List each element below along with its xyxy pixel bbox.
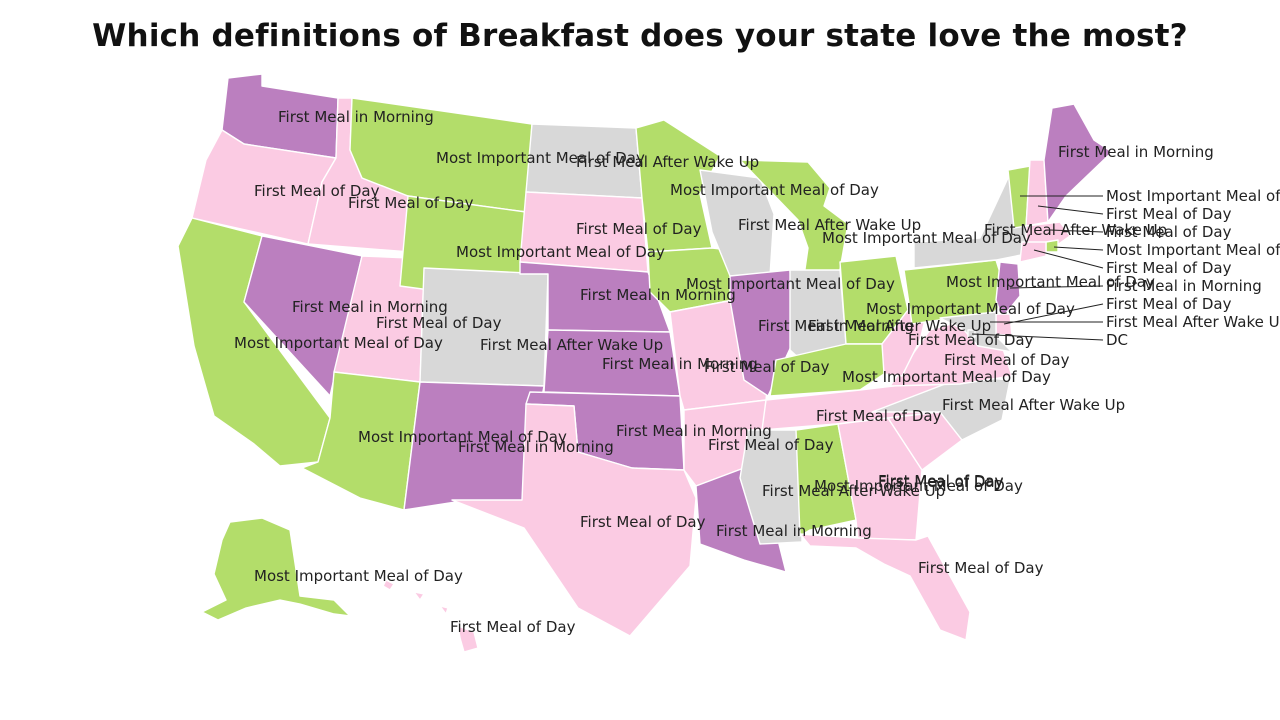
state-ri[interactable] (1045, 239, 1059, 253)
state-label-va: First Meal of Day (944, 351, 1070, 369)
state-label-oh: Most Important Meal of Day (866, 300, 1075, 318)
state-label-ny: First Meal After Wake Up (984, 221, 1167, 239)
state-label-ak: Most Important Meal of Day (254, 567, 463, 585)
leader-line-de (1003, 303, 1104, 325)
state-me[interactable] (1043, 103, 1113, 223)
state-label-al: Most Important Meal of Day (814, 477, 1023, 495)
state-label-id: First Meal of Day (348, 194, 474, 212)
leader-line-nj (1009, 285, 1104, 289)
state-mi[interactable] (739, 159, 849, 305)
state-label-ca: Most Important Meal of Day (234, 334, 443, 352)
state-label-ok: First Meal in Morning (616, 422, 772, 440)
state-mn[interactable] (635, 119, 721, 253)
state-label-wi: First Meal After Wake Up (738, 216, 921, 234)
state-label-mt: Most Important Meal of Day (436, 149, 645, 167)
state-dc[interactable] (967, 329, 976, 338)
state-label-mn: Most Important Meal of Day (670, 181, 879, 199)
state-nj[interactable] (995, 261, 1021, 319)
state-label-nh: First Meal of Day (1106, 205, 1232, 223)
state-label-hi: First Meal of Day (450, 618, 576, 636)
state-label-az: Most Important Meal of Day (358, 428, 567, 446)
state-label-ms: First Meal After Wake Up (762, 482, 945, 500)
state-label-me: First Meal in Morning (1058, 143, 1214, 161)
state-label-nm: First Meal in Morning (458, 438, 614, 456)
leader-line-dc (971, 333, 1104, 341)
map-title: Which definitions of Breakfast does your… (92, 18, 1188, 54)
state-ms[interactable] (739, 429, 803, 545)
state-label-nc: First Meal After Wake Up (942, 396, 1125, 414)
state-ak[interactable] (201, 517, 351, 621)
state-label-ma: First Meal of Day (1106, 223, 1232, 241)
state-hi[interactable] (382, 579, 479, 653)
state-label-pa: Most Important Meal of Day (946, 273, 1155, 291)
state-label-ar: First Meal of Day (708, 436, 834, 454)
leader-line-ct (1033, 249, 1104, 269)
state-wv[interactable] (881, 309, 927, 377)
state-tx[interactable] (451, 403, 697, 637)
state-label-nd: First Meal After Wake Up (576, 153, 759, 171)
state-label-or: First Meal of Day (254, 182, 380, 200)
state-fl[interactable] (799, 533, 971, 641)
leader-line-ri (1053, 246, 1104, 251)
state-label-co: First Meal After Wake Up (480, 336, 663, 354)
state-label-la: First Meal in Morning (716, 522, 872, 540)
state-label-mi: Most Important Meal of Day (822, 229, 1031, 247)
state-label-dc: DC (1106, 331, 1128, 349)
state-label-fl: First Meal of Day (918, 559, 1044, 577)
label-leader-lines (971, 195, 1104, 341)
state-label-md: First Meal After Wake Up (1106, 313, 1280, 331)
leader-line-ma (1049, 229, 1104, 233)
state-ma[interactable] (1025, 221, 1071, 247)
state-label-nv: First Meal in Morning (292, 298, 448, 316)
state-label-in: First Meal After Wake Up (808, 317, 991, 335)
state-label-sd: First Meal of Day (576, 220, 702, 238)
state-label-ne: First Meal in Morning (580, 286, 736, 304)
state-label-wa: First Meal in Morning (278, 108, 434, 126)
state-al[interactable] (795, 423, 857, 537)
state-label-ks: First Meal in Morning (602, 355, 758, 373)
state-ct[interactable] (1019, 241, 1047, 263)
state-label-tx: First Meal of Day (580, 513, 706, 531)
state-label-wv: First Meal of Day (908, 331, 1034, 349)
state-label-ut: First Meal of Day (376, 314, 502, 332)
state-label-ri: Most Important Meal of Day (1106, 241, 1280, 259)
state-nv[interactable] (243, 235, 363, 397)
state-label-tn: First Meal of Day (816, 407, 942, 425)
state-label-mo: First Meal of Day (704, 358, 830, 376)
state-label-il: First Meal in Morning (758, 317, 914, 335)
state-label-ga: First Meal of Day (878, 473, 1004, 491)
leader-line-nh (1037, 205, 1104, 215)
state-label-nj: First Meal in Morning (1106, 277, 1262, 295)
state-label-vt: Most Important Meal of Day (1106, 187, 1280, 205)
state-label-ct: First Meal of Day (1106, 259, 1232, 277)
state-label-ia: Most Important Meal of Day (686, 275, 895, 293)
state-label-de: First Meal of Day (1106, 295, 1232, 313)
state-label-wy: Most Important Meal of Day (456, 243, 665, 261)
state-shapes (177, 73, 1113, 653)
state-label-sc: First Meal of Day (878, 472, 1004, 490)
state-label-ky: Most Important Meal of Day (842, 368, 1051, 386)
